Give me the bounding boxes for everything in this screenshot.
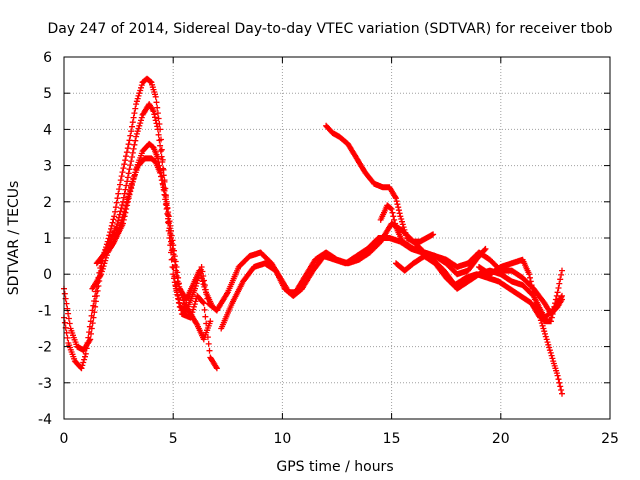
series-markers bbox=[323, 122, 437, 245]
x-tick-label: 15 bbox=[383, 431, 401, 447]
series-track-8 bbox=[377, 202, 489, 278]
series-markers bbox=[61, 101, 220, 372]
series-track-7 bbox=[323, 122, 437, 245]
x-tick-label: 0 bbox=[60, 431, 69, 447]
y-tick-label: 4 bbox=[43, 122, 52, 138]
x-axis-label: GPS time / hours bbox=[276, 459, 393, 475]
y-tick-label: -2 bbox=[38, 340, 52, 356]
x-tick-label: 20 bbox=[492, 431, 510, 447]
axis-ticks: 0 5 10 15 20 25 -4 -3 -2 -1 0 1 2 3 4 5 6 bbox=[38, 50, 619, 447]
x-tick-label: 5 bbox=[169, 431, 178, 447]
series-markers bbox=[476, 256, 565, 325]
y-axis-label: SDTVAR / TECUs bbox=[6, 181, 22, 296]
y-tick-label: -3 bbox=[38, 376, 52, 392]
y-tick-label: -4 bbox=[38, 412, 52, 428]
y-tick-label: -1 bbox=[38, 303, 52, 319]
series-track-2 bbox=[61, 101, 220, 372]
y-tick-label: 5 bbox=[43, 86, 52, 102]
series-track-10 bbox=[476, 256, 565, 325]
chart-title: Day 247 of 2014, Sidereal Day-to-day VTE… bbox=[47, 21, 612, 37]
y-tick-label: 6 bbox=[43, 50, 52, 66]
series-markers bbox=[93, 155, 216, 310]
x-tick-label: 25 bbox=[601, 431, 619, 447]
series-track-5 bbox=[213, 220, 565, 317]
grid bbox=[64, 57, 610, 419]
y-tick-label: 3 bbox=[43, 159, 52, 175]
x-tick-label: 10 bbox=[273, 431, 291, 447]
series-markers bbox=[377, 202, 489, 278]
data-layer bbox=[61, 75, 565, 397]
series-markers bbox=[213, 220, 565, 317]
series-track-4 bbox=[93, 155, 216, 310]
y-tick-label: 0 bbox=[43, 267, 52, 283]
y-tick-label: 1 bbox=[43, 231, 52, 247]
y-tick-label: 2 bbox=[43, 195, 52, 211]
